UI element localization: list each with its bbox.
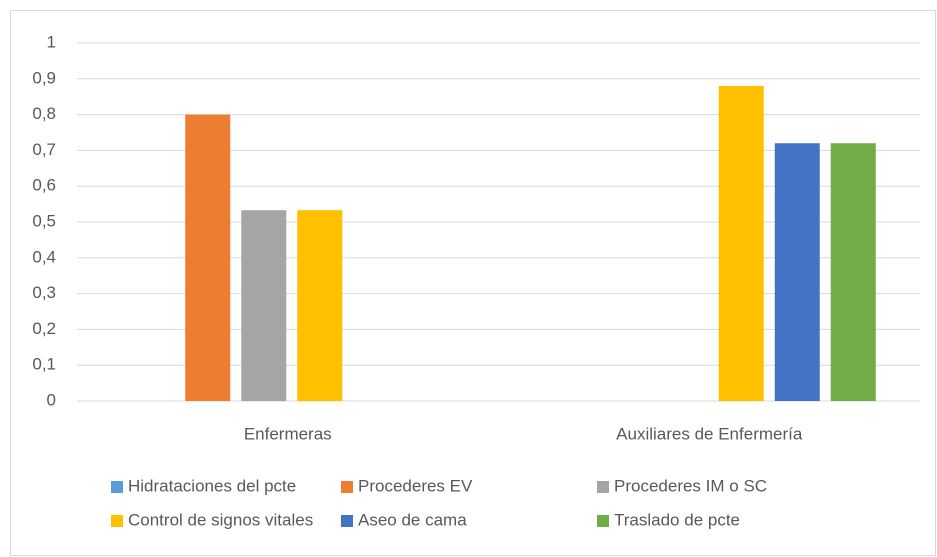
bar <box>718 85 764 402</box>
bar <box>774 143 820 402</box>
legend-label: Hidrataciones del pcte <box>128 476 296 495</box>
legend-label: Traslado de pcte <box>614 510 740 529</box>
bar <box>241 210 287 401</box>
y-tick-label: 0,2 <box>32 319 56 338</box>
bar <box>185 114 231 401</box>
legend-swatch <box>597 481 609 493</box>
y-tick-label: 0,5 <box>32 211 56 230</box>
legend-swatch <box>341 481 353 493</box>
y-tick-label: 0,4 <box>32 247 56 266</box>
y-tick-label: 0,9 <box>32 68 56 87</box>
y-tick-label: 0,7 <box>32 140 56 159</box>
y-tick-label: 1 <box>47 32 56 51</box>
legend-label: Procederes IM o SC <box>614 476 767 495</box>
legend-swatch <box>597 515 609 527</box>
y-tick-label: 0,6 <box>32 176 56 195</box>
bar <box>297 210 343 401</box>
y-tick-label: 0 <box>47 390 56 409</box>
bar <box>830 143 876 402</box>
legend-swatch <box>341 515 353 527</box>
y-tick-label: 0,8 <box>32 104 56 123</box>
y-tick-label: 0,3 <box>32 283 56 302</box>
x-tick-label: Auxiliares de Enfermería <box>616 424 803 443</box>
legend-label: Aseo de cama <box>358 510 467 529</box>
x-tick-label: Enfermeras <box>244 424 332 443</box>
legend-label: Control de signos vitales <box>128 510 313 529</box>
legend-swatch <box>111 515 123 527</box>
legend-label: Procederes EV <box>358 476 473 495</box>
y-tick-label: 0,1 <box>32 355 56 374</box>
legend-swatch <box>111 481 123 493</box>
